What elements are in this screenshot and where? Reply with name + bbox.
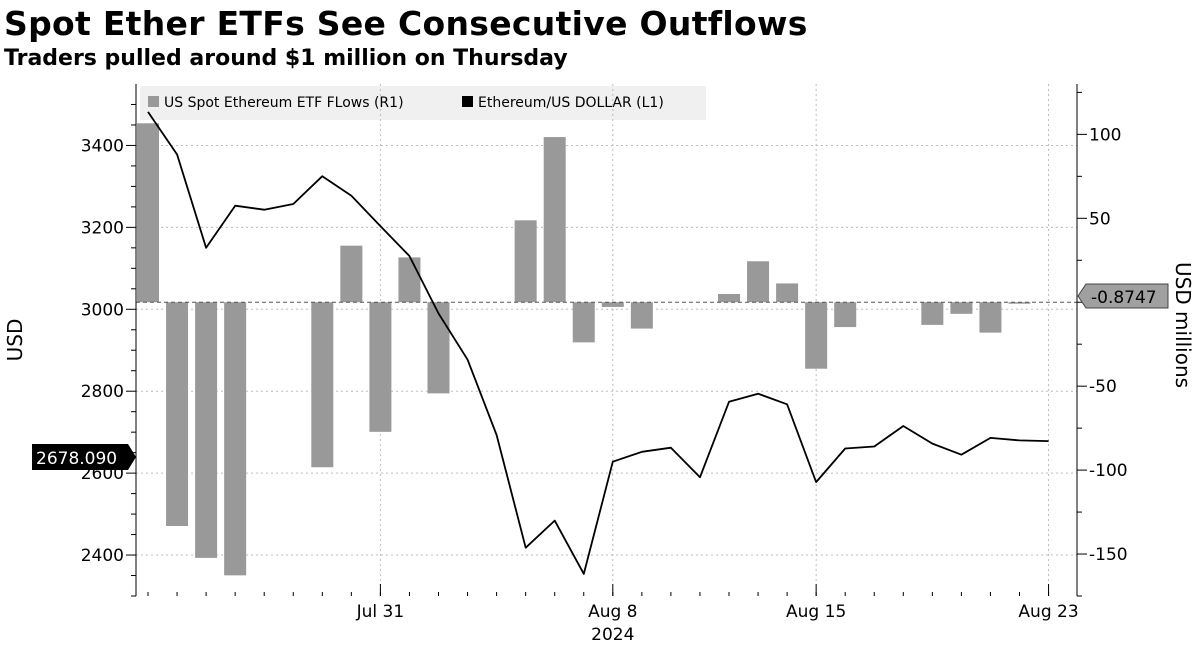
right-axis-tick-label: -100 bbox=[1089, 461, 1128, 481]
left-axis-tick-label: 3000 bbox=[81, 300, 124, 320]
right-last-value-flag: -0.8747 bbox=[1077, 283, 1169, 309]
etf-flow-bar bbox=[398, 257, 421, 303]
left-flag-value: 2678.090 bbox=[36, 449, 117, 469]
gridlines bbox=[136, 84, 1077, 596]
etf-flow-bar bbox=[311, 302, 334, 468]
x-axis-tick-label: Jul 31 bbox=[356, 602, 405, 622]
legend-swatch-etf-flows bbox=[148, 96, 159, 107]
etf-flow-bar bbox=[340, 245, 363, 303]
left-axis-tick-label: 2800 bbox=[81, 382, 124, 402]
legend: US Spot Ethereum ETF FLows (R1) Ethereum… bbox=[140, 86, 706, 120]
right-flag-shape bbox=[1077, 283, 1169, 309]
right-axis-tick-label: 50 bbox=[1089, 209, 1111, 229]
legend-label-ethereum: Ethereum/US DOLLAR (L1) bbox=[478, 95, 664, 111]
left-axis-title: USD bbox=[3, 319, 27, 362]
etf-flow-bar bbox=[369, 302, 392, 432]
etf-flow-bar bbox=[514, 220, 537, 303]
etf-flow-bar bbox=[950, 302, 973, 314]
bar-series bbox=[137, 123, 1031, 576]
etf-flow-bar bbox=[166, 302, 189, 526]
etf-flow-bar bbox=[747, 261, 770, 303]
etf-flow-bar bbox=[1008, 302, 1031, 304]
chart-title: Spot Ether ETFs See Consecutive Outflows bbox=[4, 4, 808, 43]
etf-flow-bar bbox=[572, 302, 595, 343]
x-axis-tick-label: Aug 23 bbox=[1018, 602, 1078, 622]
etf-flow-bar bbox=[195, 302, 218, 558]
left-flag-shape bbox=[32, 444, 136, 470]
etf-flow-bar bbox=[601, 302, 624, 307]
left-axis-tick-label: 3400 bbox=[81, 136, 124, 156]
left-axis-tick-label: 3200 bbox=[81, 218, 124, 238]
etf-flow-bar bbox=[543, 137, 566, 303]
legend-label-etf-flows: US Spot Ethereum ETF FLows (R1) bbox=[164, 95, 404, 111]
left-last-value-flag: 2678.090 bbox=[32, 444, 136, 470]
etf-flow-bar bbox=[921, 302, 944, 325]
etf-flow-bar bbox=[630, 302, 653, 329]
legend-background bbox=[140, 86, 706, 120]
right-axis-tick-label: -50 bbox=[1089, 377, 1117, 397]
x-axis-tick-label: Aug 15 bbox=[786, 602, 846, 622]
etf-flow-bar bbox=[224, 302, 247, 576]
x-axis-tick-label: Aug 8 bbox=[588, 602, 637, 622]
right-axis-tick-label: 100 bbox=[1089, 125, 1121, 145]
right-axis-tick-label: -150 bbox=[1089, 545, 1128, 565]
chart-subtitle: Traders pulled around $1 million on Thur… bbox=[4, 46, 568, 71]
etf-flow-bar bbox=[427, 302, 450, 394]
etf-flow-bar bbox=[718, 294, 740, 303]
line-series bbox=[147, 111, 1049, 575]
legend-swatch-ethereum bbox=[462, 96, 473, 107]
x-axis-year-label: 2024 bbox=[591, 625, 634, 645]
etf-flow-bar bbox=[834, 302, 857, 328]
left-axis-tick-label: 2400 bbox=[81, 546, 124, 566]
right-axis-title: USD millions bbox=[1171, 262, 1195, 388]
etf-flow-bar bbox=[776, 283, 799, 303]
etf-flow-bar bbox=[805, 302, 828, 369]
etf-flow-bar bbox=[137, 123, 159, 303]
ethereum-price-line bbox=[147, 111, 1049, 575]
etf-flow-bar bbox=[979, 302, 1002, 333]
right-flag-value: -0.8747 bbox=[1091, 288, 1157, 308]
